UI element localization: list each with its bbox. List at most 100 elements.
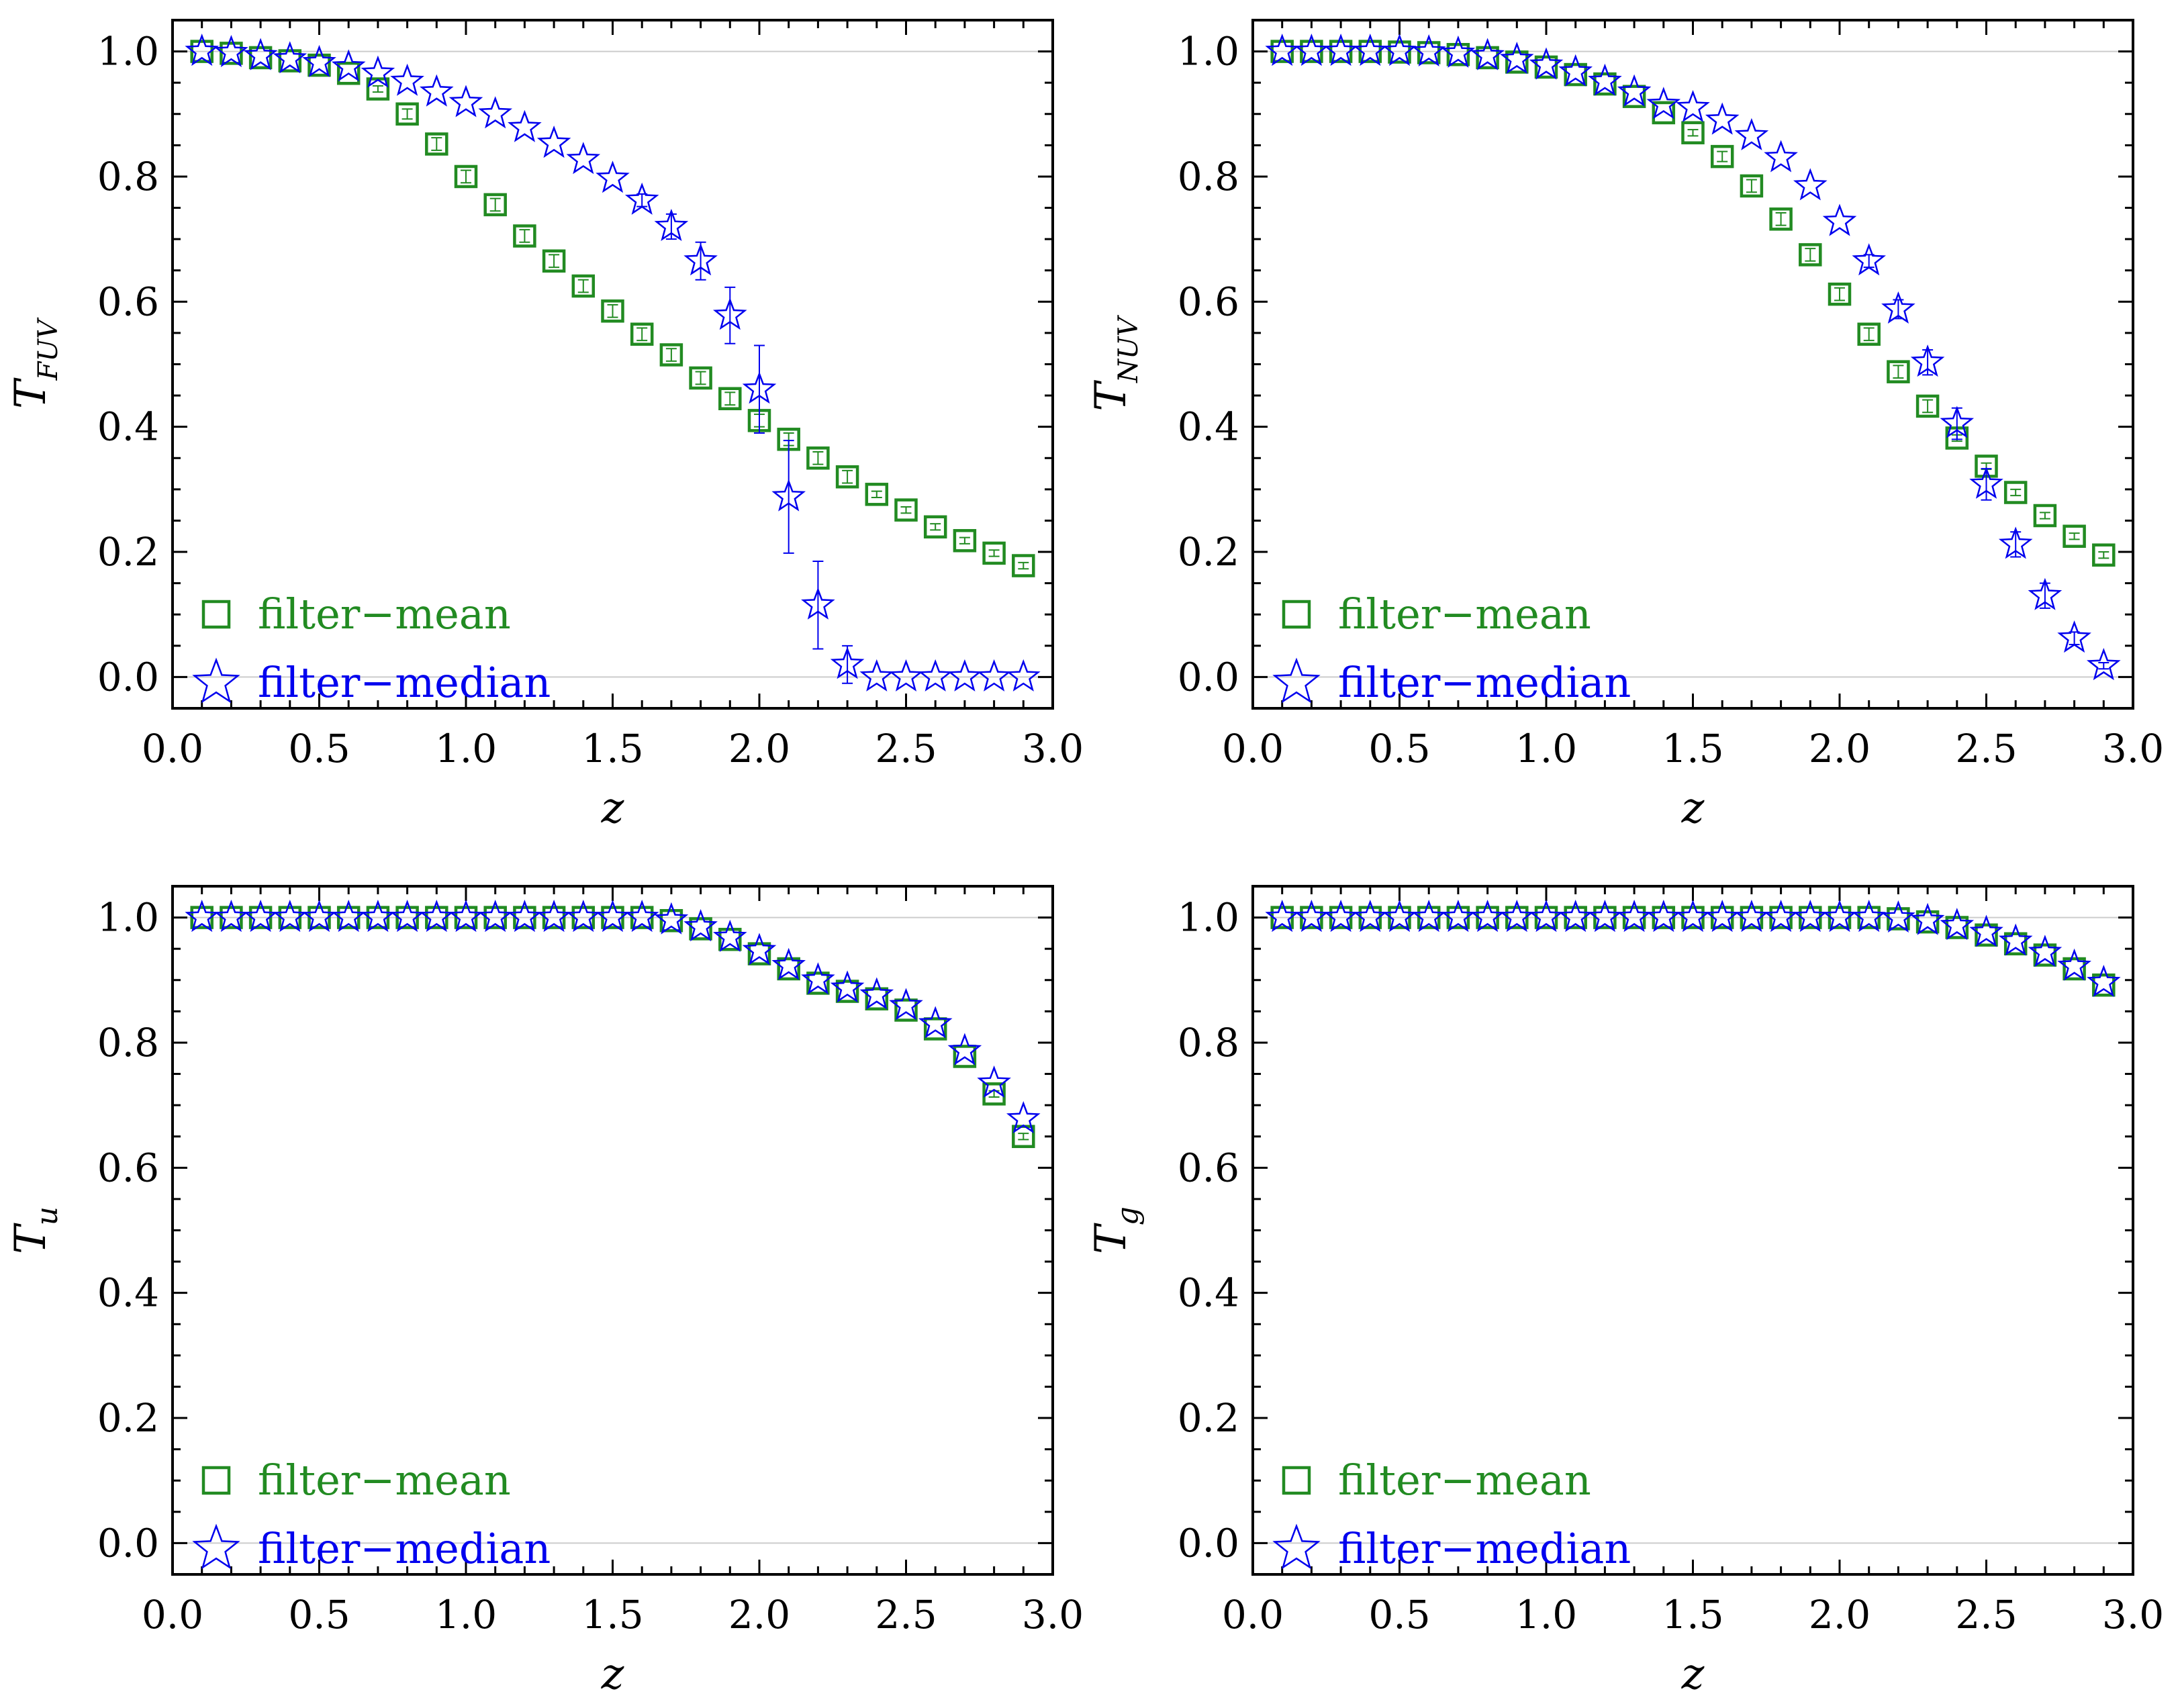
data-point-star — [1881, 900, 1915, 933]
y-axis-title-main: T — [1086, 1223, 1136, 1254]
data-point-square — [1769, 207, 1793, 231]
data-point-square — [2003, 481, 2028, 504]
data-point-star — [331, 49, 366, 82]
data-point-square — [865, 987, 889, 1010]
legend-marker-star-icon — [192, 657, 240, 704]
data-point-square — [1975, 923, 1998, 947]
legend-label-median: filter−median — [1338, 1524, 1631, 1573]
data-point-star — [683, 909, 718, 942]
x-tick-label: 2.0 — [728, 726, 790, 771]
y-axis-title: TNUV — [1086, 314, 1144, 411]
data-point-star — [1764, 900, 1798, 933]
data-point-star — [1353, 900, 1388, 933]
data-point-star — [1529, 900, 1564, 933]
y-tick-label: 1.0 — [97, 895, 159, 941]
data-point-star — [420, 900, 454, 933]
data-point-star — [361, 900, 395, 933]
data-point-square — [1652, 906, 1676, 929]
data-point-square — [1417, 41, 1441, 64]
x-tick-label: 1.5 — [581, 1592, 643, 1638]
y-tick-label: 0.0 — [97, 1520, 159, 1566]
legend-marker-star-icon — [192, 1523, 240, 1570]
data-point-star — [889, 988, 923, 1021]
data-point-square — [894, 498, 918, 522]
series-star — [1265, 34, 2121, 681]
x-tick-label: 2.5 — [875, 1592, 937, 1638]
data-point-square — [923, 515, 947, 539]
data-point-star — [1705, 900, 1740, 933]
legend-label-mean: filter−mean — [258, 589, 511, 638]
data-point-star — [1323, 34, 1358, 66]
data-point-square — [659, 909, 683, 933]
data-point-square — [2033, 943, 2057, 967]
data-point-square — [953, 529, 977, 553]
data-point-star — [1441, 35, 1476, 68]
data-point-star — [448, 900, 483, 933]
y-axis-title-main: T — [6, 1223, 56, 1254]
chart-panel-2: 0.0 0.5 1.0 1.5 2.0 2.5 3.0 0.0 0.2 0.4 0.6 0.8 1.0 z… — [1086, 19, 2164, 833]
x-tick-label: 1.0 — [435, 726, 497, 771]
data-point-star — [1294, 900, 1329, 933]
data-point-square — [689, 366, 712, 390]
data-point-square — [1358, 906, 1382, 929]
data-point-square — [2003, 932, 2028, 955]
y-axis-title: Tu — [6, 1206, 64, 1254]
data-point-square — [395, 102, 419, 126]
data-point-star — [1500, 42, 1534, 75]
legend: filter−mean filter−median — [192, 589, 551, 707]
data-point-square — [718, 927, 742, 951]
data-point-square — [1945, 916, 1969, 939]
data-point-square — [1887, 907, 1910, 931]
data-point-square — [1828, 282, 1852, 306]
legend: filter−mean filter−median — [1272, 1456, 1631, 1573]
data-point-star — [361, 55, 395, 88]
data-point-star — [801, 587, 835, 620]
data-point-square — [2063, 524, 2086, 548]
data-point-square — [1534, 55, 1558, 79]
series-star — [185, 900, 1041, 1134]
x-tick-label: 1.5 — [581, 726, 643, 771]
y-tick-label: 0.8 — [97, 1020, 159, 1065]
data-point-star — [859, 977, 894, 1010]
data-point-star — [1969, 914, 2003, 947]
data-point-star — [1676, 900, 1710, 933]
data-point-square — [571, 274, 596, 298]
legend-marker-square-icon — [201, 1466, 231, 1495]
data-point-star — [1822, 203, 1857, 236]
y-tick-label: 0.2 — [1178, 1395, 1239, 1441]
x-tick-label: 1.0 — [1515, 726, 1577, 771]
data-point-star — [596, 160, 630, 193]
chart-panel-4: 0.0 0.5 1.0 1.5 2.0 2.5 3.0 0.0 0.2 0.4 0.6 0.8 1.0 z… — [1086, 885, 2164, 1699]
series-square — [1270, 906, 2116, 997]
data-point-square — [630, 322, 654, 346]
data-point-star — [2087, 964, 2121, 997]
x-tick-label: 0.5 — [288, 1592, 350, 1638]
data-point-square — [1681, 906, 1705, 929]
data-point-star — [566, 142, 601, 175]
data-point-star — [624, 900, 659, 933]
data-point-square — [513, 906, 536, 929]
data-point-square — [1505, 906, 1529, 929]
y-tick-label: 0.2 — [97, 1395, 159, 1441]
data-point-star — [1910, 902, 1945, 935]
data-point-star — [2087, 648, 2121, 681]
data-point-square — [1593, 906, 1617, 929]
data-point-square — [425, 132, 448, 156]
data-point-square — [278, 906, 302, 929]
data-point-square — [336, 61, 361, 85]
data-point-star — [214, 34, 248, 67]
y-tick-label: 0.4 — [97, 404, 159, 450]
data-point-star — [390, 63, 424, 96]
data-point-star — [1470, 38, 1505, 70]
data-point-star — [1617, 900, 1652, 933]
y-axis-title-sub: g — [1110, 1206, 1145, 1225]
data-point-star — [1793, 900, 1828, 933]
data-point-star — [830, 647, 865, 679]
data-point-square — [483, 906, 507, 929]
data-point-square — [307, 53, 331, 77]
y-tick-label: 0.2 — [1178, 529, 1239, 575]
data-point-square — [601, 299, 624, 323]
data-point-square — [630, 906, 654, 929]
data-point-star — [273, 900, 307, 933]
data-point-star — [331, 900, 366, 933]
